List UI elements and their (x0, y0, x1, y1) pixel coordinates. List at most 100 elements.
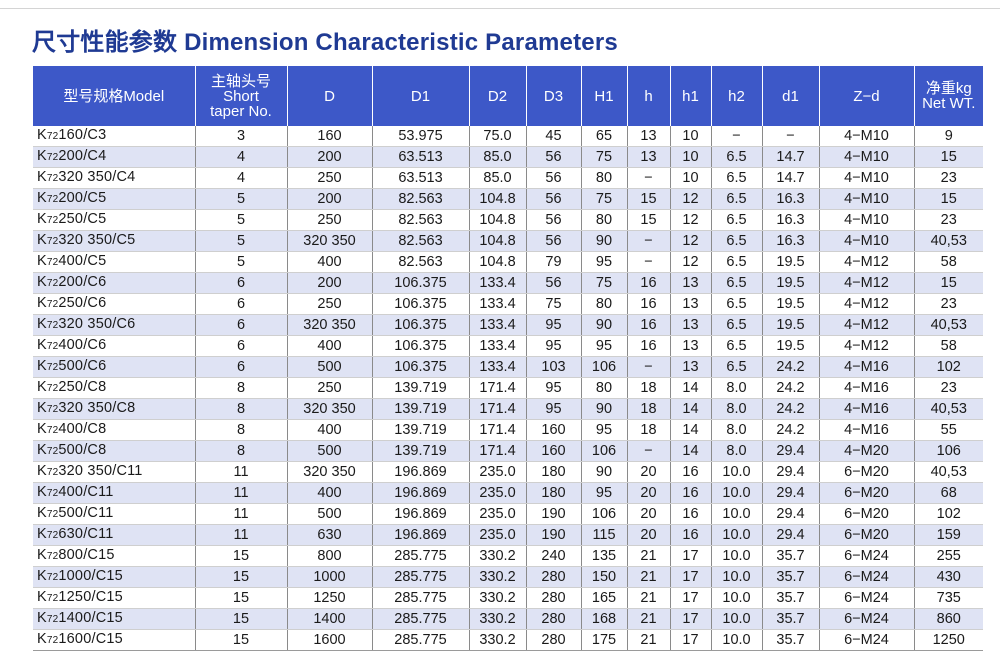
table-row: K72400/C11 11 400 196.869 235.0 180 95 20 16 10.0… (33, 482, 983, 504)
cell-model: K72320 350/C6 (33, 314, 196, 336)
cell-d1: 24.2 (762, 377, 820, 399)
cell-h: 15 (627, 209, 671, 231)
cell-short-taper-no: 6 (195, 335, 288, 357)
parameters-table-container: 型号规格Model 主轴头号 Short taper No. D D1 D2 D… (33, 66, 983, 651)
cell-z-d: 6−M24 (819, 566, 915, 588)
cell-D1: 63.513 (372, 146, 470, 168)
cell-model: K72630/C11 (33, 524, 196, 546)
cell-short-taper-no: 4 (195, 167, 288, 189)
cell-D3: 180 (526, 461, 582, 483)
cell-D3: 95 (526, 398, 582, 420)
cell-z-d: 6−M20 (819, 503, 915, 525)
cell-H1: 75 (581, 188, 628, 210)
cell-D3: 190 (526, 503, 582, 525)
cell-z-d: 4−M12 (819, 272, 915, 294)
cell-h2: 6.5 (711, 356, 763, 378)
header-h1: h1 (670, 66, 712, 126)
cell-h2: 6.5 (711, 272, 763, 294)
cell-net-weight: 430 (914, 566, 983, 588)
cell-D3: 75 (526, 293, 582, 315)
cell-net-weight: 23 (914, 377, 983, 399)
header-taper-line-3: taper No. (210, 102, 272, 120)
model-series-subscript: 72 (46, 488, 59, 499)
cell-net-weight: 23 (914, 167, 983, 189)
cell-h: 13 (627, 146, 671, 168)
cell-d1: 35.7 (762, 587, 820, 609)
cell-z-d: 6−M20 (819, 461, 915, 483)
cell-z-d: 4−M16 (819, 398, 915, 420)
table-row: K72250/C5 5 250 82.563 104.8 56 80 15 12 6.5 16.3 4… (33, 209, 983, 231)
cell-D1: 106.375 (372, 314, 470, 336)
cell-h: 20 (627, 524, 671, 546)
header-D: D (287, 66, 373, 126)
header-weight-line-1: 净重kg (925, 80, 972, 97)
cell-model: K72400/C8 (33, 419, 196, 441)
cell-h: 18 (627, 419, 671, 441)
model-series-subscript: 72 (46, 173, 59, 184)
cell-H1: 150 (581, 566, 628, 588)
cell-short-taper-no: 15 (195, 587, 288, 609)
cell-h1: 13 (670, 272, 712, 294)
model-series-subscript: 72 (46, 530, 59, 541)
cell-model: K72250/C8 (33, 377, 196, 399)
cell-net-weight: 9 (914, 126, 983, 147)
cell-H1: 168 (581, 608, 628, 630)
cell-h: 16 (627, 293, 671, 315)
header-model: 型号规格Model (33, 66, 196, 126)
cell-D: 200 (287, 146, 373, 168)
model-series-subscript: 72 (46, 152, 59, 163)
cell-net-weight: 40,53 (914, 230, 983, 252)
table-row: K721400/C15 15 1400 285.775 330.2 280 168 21 17 1… (33, 608, 983, 630)
cell-model: K72320 350/C8 (33, 398, 196, 420)
cell-H1: 80 (581, 167, 628, 189)
model-series-subscript: 72 (46, 509, 59, 520)
cell-net-weight: 735 (914, 587, 983, 609)
cell-short-taper-no: 11 (195, 461, 288, 483)
table-body: K72160/C3 3 160 53.975 75.0 45 65 13 10− −4−M10 9 K… (33, 126, 983, 651)
cell-H1: 65 (581, 126, 628, 147)
cell-D: 320 350 (287, 461, 373, 483)
model-series-subscript: 72 (46, 425, 59, 436)
cell-H1: 106 (581, 503, 628, 525)
cell-D1: 196.869 (372, 461, 470, 483)
cell-h2: 6.5 (711, 251, 763, 273)
cell-h: 13 (627, 126, 671, 147)
model-series-subscript: 72 (46, 446, 59, 457)
cell-h2: 10.0 (711, 545, 763, 567)
cell-D2: 85.0 (469, 167, 527, 189)
cell-D1: 106.375 (372, 272, 470, 294)
cell-h2: 6.5 (711, 167, 763, 189)
cell-h2: 6.5 (711, 209, 763, 231)
table-row: K72400/C8 8 400 139.719 171.4 160 95 18 14 8.0 24.… (33, 419, 983, 441)
cell-D: 400 (287, 482, 373, 504)
cell-model: K72500/C8 (33, 440, 196, 462)
cell-h2: 6.5 (711, 293, 763, 315)
cell-h2: 6.5 (711, 188, 763, 210)
cell-H1: 95 (581, 419, 628, 441)
cell-h1: 14 (670, 398, 712, 420)
cell-D3: 56 (526, 188, 582, 210)
cell-net-weight: 15 (914, 146, 983, 168)
cell-D3: 56 (526, 230, 582, 252)
model-series-subscript: 72 (46, 194, 59, 205)
cell-D2: 75.0 (469, 126, 527, 147)
cell-D: 200 (287, 272, 373, 294)
cell-h: − (627, 440, 671, 462)
model-series-subscript: 72 (46, 404, 59, 415)
cell-h1: 10 (670, 167, 712, 189)
model-series-subscript: 72 (46, 320, 59, 331)
cell-D3: 180 (526, 482, 582, 504)
cell-D3: 56 (526, 209, 582, 231)
table-row: K721600/C15 15 1600 285.775 330.2 280 175 21 17 1… (33, 629, 983, 651)
cell-h1: 10 (670, 126, 712, 147)
model-series-subscript: 72 (46, 341, 59, 352)
cell-d1: 35.7 (762, 566, 820, 588)
cell-D2: 330.2 (469, 608, 527, 630)
cell-h2: 8.0 (711, 398, 763, 420)
cell-D2: 133.4 (469, 314, 527, 336)
cell-D: 400 (287, 335, 373, 357)
header-H1: H1 (581, 66, 628, 126)
header-D3: D3 (526, 66, 582, 126)
cell-D1: 196.869 (372, 482, 470, 504)
cell-z-d: 4−M10 (819, 126, 915, 147)
